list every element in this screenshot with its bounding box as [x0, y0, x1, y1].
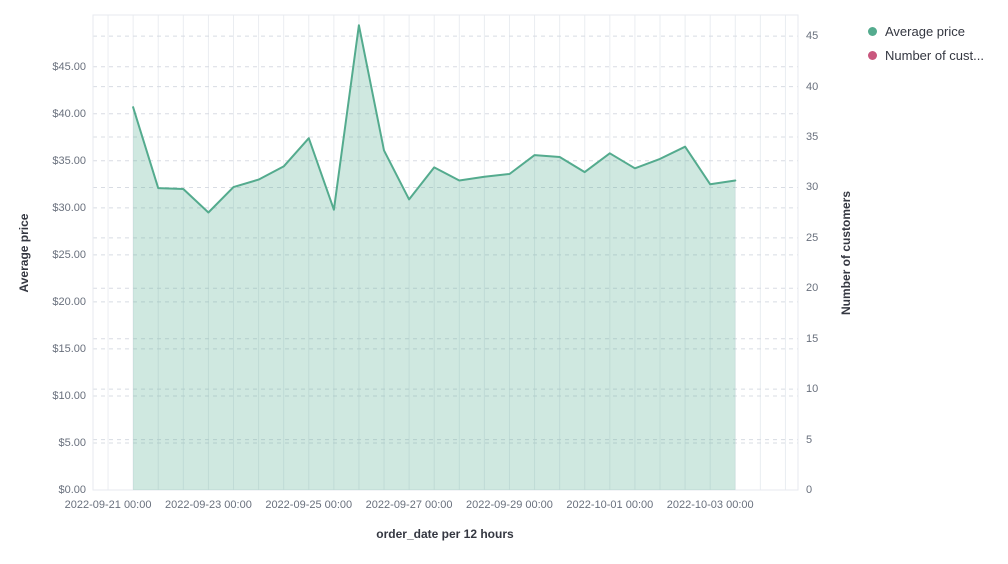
left-axis-title: Average price	[17, 213, 31, 293]
legend-dot-icon	[868, 27, 877, 36]
x-axis-tick-label: 2022-09-23 00:00	[164, 499, 252, 511]
legend-dot-icon	[868, 51, 877, 60]
x-axis-tick-label: 2022-10-03 00:00	[666, 499, 754, 511]
left-axis-tick-label: $0.00	[58, 484, 86, 496]
left-axis-tick-label: $15.00	[52, 342, 86, 355]
right-axis-tick-label: 40	[806, 80, 819, 93]
right-axis-tick-label: 5	[806, 433, 813, 446]
right-axis-title: Number of customers	[839, 190, 853, 316]
x-axis-title: order_date per 12 hours	[376, 527, 514, 541]
x-axis-tick-label: 2022-09-29 00:00	[466, 499, 553, 511]
left-axis-tick-label: $25.00	[52, 248, 86, 261]
left-axis-tick-label: $5.00	[58, 436, 86, 449]
left-axis-tick-label: $10.00	[52, 389, 86, 402]
legend: Average price Number of cust...	[868, 24, 984, 63]
right-axis-tick-label: 20	[806, 282, 819, 295]
right-axis-tick-label: 25	[806, 231, 819, 244]
legend-label: Average price	[885, 24, 965, 39]
legend-item-number-of-customers[interactable]: Number of cust...	[868, 48, 984, 63]
right-axis-tick-label: 15	[806, 332, 819, 345]
left-axis-tick-label: $30.00	[52, 201, 86, 214]
x-axis-tick-label: 2022-09-25 00:00	[265, 499, 353, 511]
right-axis-tick-label: 10	[806, 383, 819, 396]
left-axis-tick-label: $40.00	[52, 107, 86, 120]
left-axis-tick-label: $45.00	[52, 60, 86, 73]
left-axis-tick-label: $20.00	[52, 295, 86, 308]
x-axis-tick-label: 2022-09-27 00:00	[365, 499, 453, 511]
x-axis-tick-label: 2022-09-21 00:00	[64, 499, 152, 511]
right-axis-tick-label: 30	[806, 181, 819, 194]
right-axis-tick-label: 45	[806, 30, 819, 43]
right-axis-tick-label: 0	[806, 484, 813, 496]
legend-item-average-price[interactable]: Average price	[868, 24, 984, 39]
x-axis-tick-label: 2022-10-01 00:00	[566, 499, 654, 511]
left-axis-tick-label: $35.00	[52, 154, 86, 167]
right-axis-tick-label: 35	[806, 131, 819, 144]
legend-label: Number of cust...	[885, 48, 984, 63]
